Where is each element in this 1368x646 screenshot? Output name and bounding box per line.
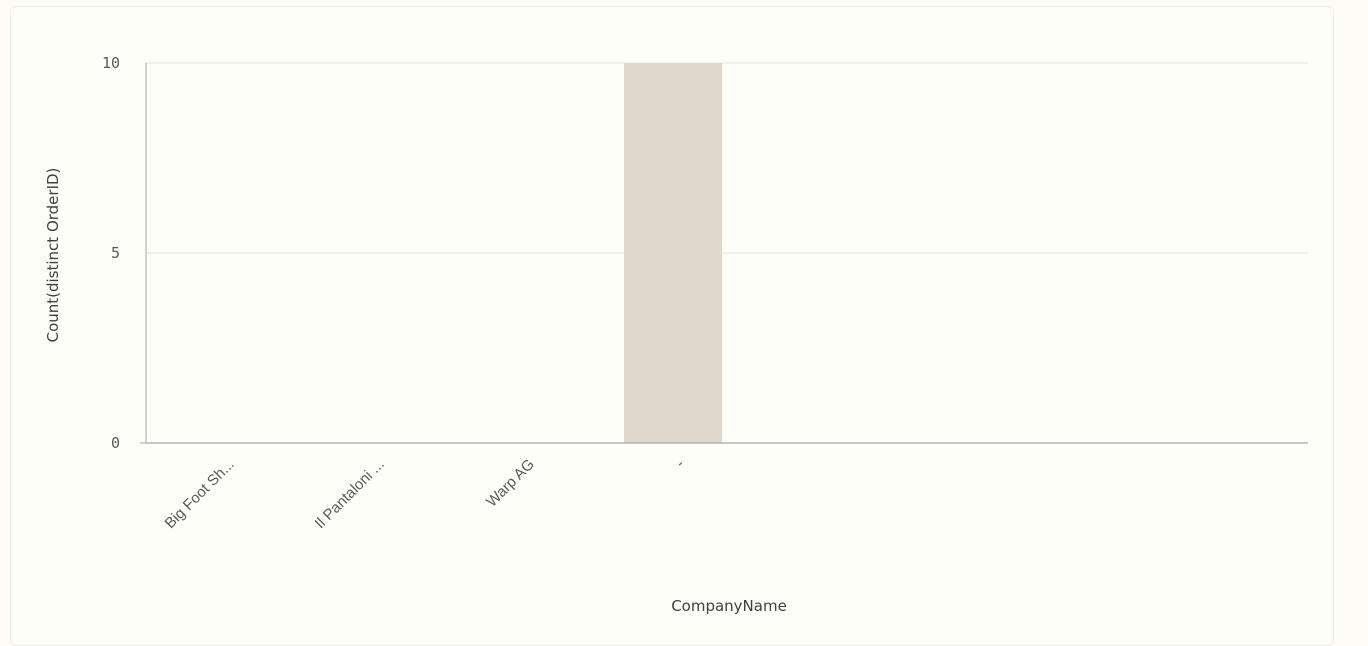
bar[interactable]	[624, 63, 722, 443]
gridlines	[146, 62, 1308, 254]
y-tick-label: 5	[111, 244, 120, 262]
y-axis-title: Count(distinct OrderID)	[44, 168, 62, 343]
x-axis-title: CompanyName	[671, 597, 787, 615]
y-tick-labels: 0 5 10	[102, 54, 120, 452]
x-tick-labels: Big Foot Sh... Il Pantaloni ... Warp AG -	[162, 456, 688, 532]
y-tick-label: 0	[111, 434, 120, 452]
x-tick-label: Big Foot Sh...	[162, 456, 238, 532]
axes	[140, 63, 1308, 444]
bars	[624, 63, 722, 443]
x-tick-label: Warp AG	[483, 456, 538, 511]
x-tick-label: -	[672, 456, 688, 472]
x-tick-label: Il Pantaloni ...	[312, 456, 388, 532]
y-tick-label: 10	[102, 54, 120, 72]
